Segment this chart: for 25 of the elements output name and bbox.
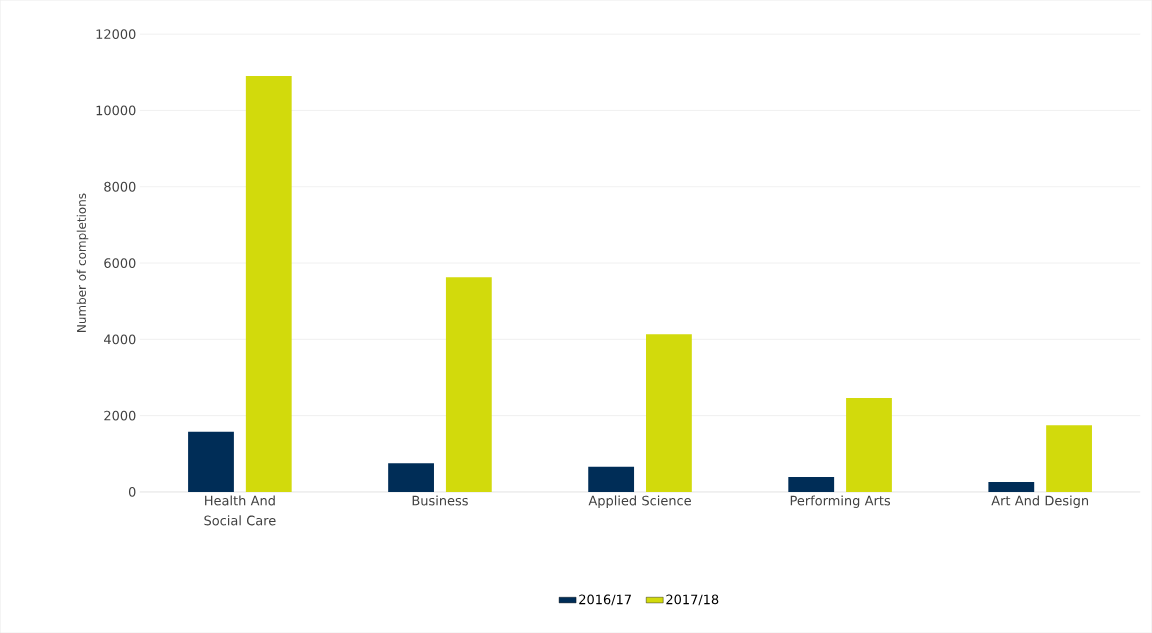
bar [245, 76, 292, 492]
x-tick-label: Art And Design [991, 495, 1089, 508]
y-tick-label: 4000 [104, 334, 136, 345]
bar [646, 334, 692, 492]
x-tick-label: Health And Social Care [204, 495, 276, 526]
x-tick-label: Applied Science [588, 495, 691, 508]
bar [788, 476, 835, 492]
bar [445, 277, 492, 492]
bar [388, 463, 434, 492]
y-tick-label: 12000 [96, 29, 136, 39]
bar [588, 466, 635, 492]
y-tick-label: 0 [128, 486, 136, 497]
bar [988, 481, 1035, 492]
y-tick-label: 2000 [104, 410, 136, 421]
bar [1046, 425, 1092, 492]
bar [188, 431, 234, 492]
x-tick-label: Performing Arts [790, 495, 891, 508]
y-tick-label: 6000 [104, 258, 136, 268]
x-tick-label: Business [412, 495, 468, 506]
bar [846, 397, 892, 492]
y-tick-label: 8000 [104, 181, 136, 192]
legend-label: 2016/17 [579, 594, 631, 606]
y-axis-title: Number of completions [76, 193, 89, 332]
legend-label: 2017/18 [666, 594, 719, 606]
y-tick-label: 10000 [96, 105, 136, 116]
